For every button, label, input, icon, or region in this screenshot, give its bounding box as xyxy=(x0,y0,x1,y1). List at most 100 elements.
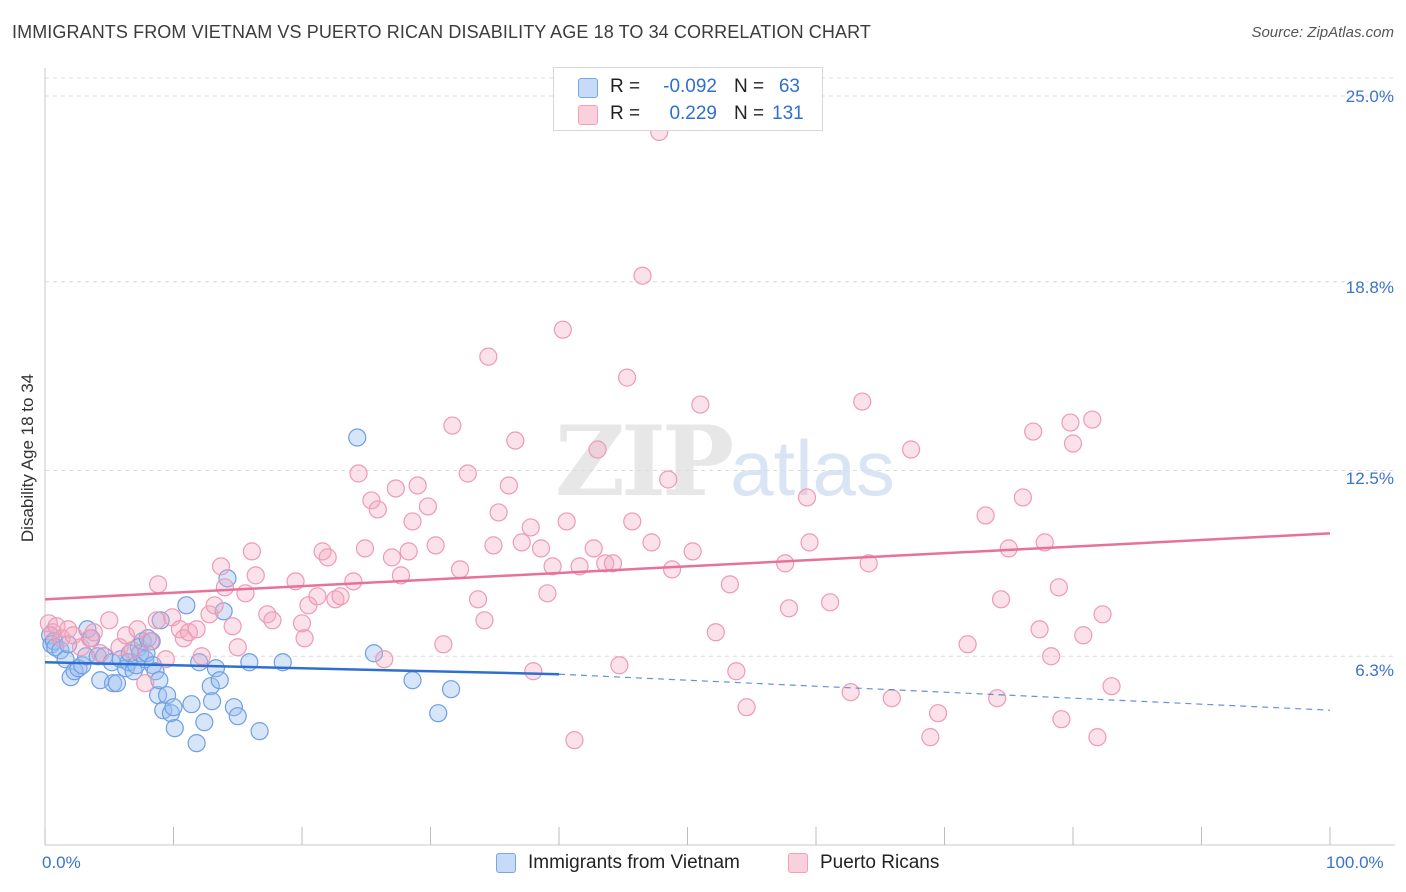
data-point xyxy=(1052,710,1071,729)
data-point xyxy=(691,395,710,414)
data-point xyxy=(928,704,948,723)
data-point xyxy=(521,518,540,537)
data-point xyxy=(52,629,71,648)
data-point xyxy=(588,440,607,459)
data-point xyxy=(800,533,819,552)
source-label: Source: ZipAtlas.com xyxy=(1251,24,1394,41)
data-point xyxy=(386,479,405,498)
data-point xyxy=(1061,413,1080,432)
data-point xyxy=(211,557,231,576)
n-label: N = xyxy=(734,103,765,124)
data-point xyxy=(47,617,66,636)
data-point xyxy=(988,689,1007,708)
data-point xyxy=(1083,410,1102,429)
data-point xyxy=(434,635,453,654)
data-point xyxy=(116,626,136,645)
data-point xyxy=(633,266,652,285)
data-point xyxy=(543,557,562,576)
data-point xyxy=(524,662,543,681)
data-point xyxy=(73,656,92,675)
data-point xyxy=(443,416,462,435)
data-point xyxy=(195,713,214,732)
data-point xyxy=(841,683,860,702)
data-point xyxy=(348,428,367,447)
data-point xyxy=(100,611,119,630)
data-point xyxy=(91,644,110,663)
stats-row-vietnam: R = -0.092 N = 63 xyxy=(554,74,822,100)
data-point xyxy=(921,728,940,747)
data-point xyxy=(797,488,817,507)
y-axis-label: Disability Age 18 to 34 xyxy=(18,373,37,543)
chart-title: IMMIGRANTS FROM VIETNAM VS PUERTO RICAN … xyxy=(12,22,871,42)
legend-swatch xyxy=(578,78,598,98)
data-point xyxy=(557,512,576,531)
data-point xyxy=(141,632,160,651)
data-point xyxy=(408,476,427,495)
data-point xyxy=(821,593,840,612)
data-point xyxy=(228,707,247,726)
data-point xyxy=(489,503,508,522)
data-point xyxy=(450,560,470,579)
data-point xyxy=(164,698,183,717)
data-point xyxy=(1042,647,1061,666)
stats-row-puerto-rican: R = 0.229 N = 131 xyxy=(554,101,822,127)
data-point xyxy=(246,566,265,585)
data-point xyxy=(308,587,327,606)
data-point xyxy=(737,698,756,717)
r-value: 0.229 xyxy=(669,103,717,124)
data-point xyxy=(150,671,169,690)
data-point xyxy=(146,662,165,681)
data-point xyxy=(403,671,422,690)
data-point xyxy=(475,611,494,630)
data-point xyxy=(210,671,229,690)
data-point xyxy=(128,620,147,639)
data-point xyxy=(683,542,702,561)
data-point xyxy=(192,647,211,666)
data-point xyxy=(1049,578,1068,597)
data-point xyxy=(206,659,226,678)
data-point xyxy=(426,536,445,555)
x-tick-label: 100.0% xyxy=(1326,853,1384,872)
data-point xyxy=(202,692,222,711)
data-point xyxy=(295,629,314,648)
data-point xyxy=(223,617,242,636)
y-tick-label: 25.0% xyxy=(1345,87,1394,106)
data-point xyxy=(441,680,461,699)
data-point xyxy=(250,722,269,741)
data-point xyxy=(512,533,531,552)
data-point xyxy=(151,611,170,630)
data-point xyxy=(479,347,498,366)
data-point xyxy=(642,533,661,552)
data-point xyxy=(458,464,477,483)
data-point xyxy=(659,470,678,489)
data-point xyxy=(236,584,255,603)
data-point xyxy=(853,392,872,411)
data-point xyxy=(859,554,878,573)
data-point xyxy=(214,602,233,621)
data-point xyxy=(84,623,103,642)
r-value: -0.092 xyxy=(663,76,717,97)
data-point xyxy=(104,674,123,693)
data-point xyxy=(623,512,642,531)
series-legend: Immigrants from Vietnam Puerto Ricans xyxy=(0,852,1406,878)
data-point xyxy=(177,596,196,615)
data-point xyxy=(258,605,277,624)
data-point xyxy=(355,539,375,558)
data-point xyxy=(187,620,206,639)
data-point xyxy=(468,590,488,609)
data-point xyxy=(720,575,740,594)
data-point xyxy=(331,587,350,606)
data-point xyxy=(1013,488,1032,507)
data-point xyxy=(484,536,503,555)
data-point xyxy=(187,734,206,753)
data-point xyxy=(584,539,603,558)
n-value: 63 xyxy=(778,76,800,97)
data-point xyxy=(1093,605,1112,624)
data-point xyxy=(200,605,219,624)
data-point xyxy=(1030,620,1049,639)
legend-swatch xyxy=(788,853,808,873)
legend-label: Puerto Ricans xyxy=(820,852,940,873)
data-point xyxy=(228,638,247,657)
data-point xyxy=(779,599,799,618)
